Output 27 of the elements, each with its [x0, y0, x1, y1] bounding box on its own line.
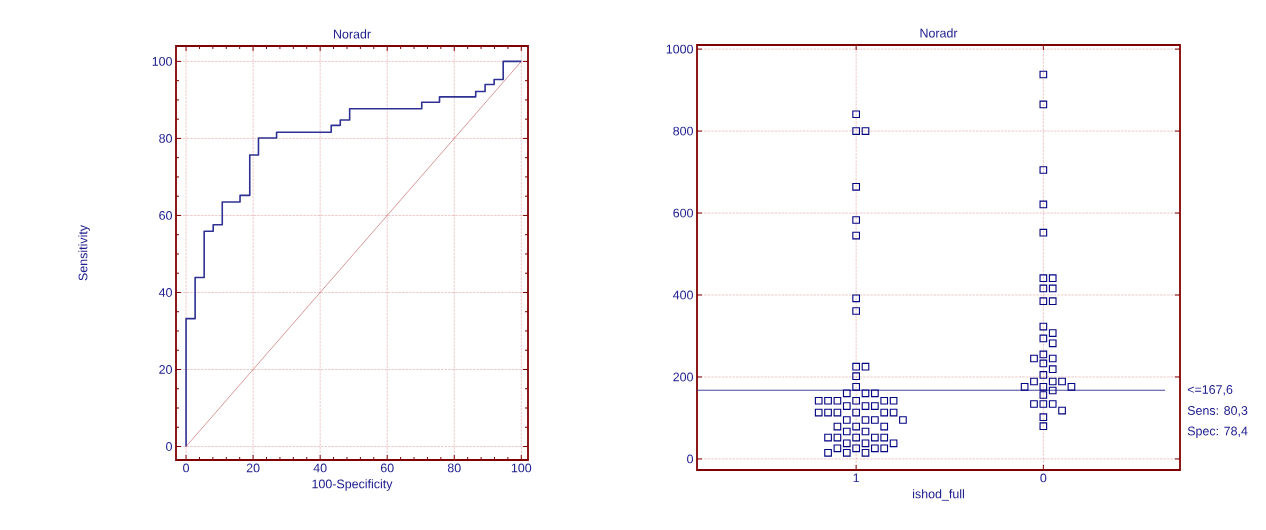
x-tick-label: 20: [246, 463, 260, 473]
y-tick-label: 100: [152, 57, 172, 66]
x-tick-label: 1: [853, 473, 859, 483]
y-tick-label: 20: [159, 365, 172, 374]
x-axis-title: 100-Specificity: [312, 479, 393, 491]
x-tick-label: 60: [380, 463, 394, 473]
x-tick-label: 40: [313, 463, 327, 473]
y-tick-label: 60: [159, 211, 172, 220]
x-tick-label: 80: [447, 463, 461, 473]
y-tick-label: 0: [687, 454, 693, 464]
y-tick-label: 80: [159, 134, 172, 143]
x-axis-title: ishod_full: [913, 489, 964, 501]
y-tick-label: 1000: [666, 44, 693, 54]
x-tick-label: 0: [183, 463, 190, 473]
ref-line-label: <=167,6: [1187, 385, 1233, 396]
y-tick-label: 40: [158, 288, 172, 297]
text: Sens: 80,3: [1187, 406, 1248, 417]
y-tick-label: 400: [672, 290, 693, 300]
y-tick-label: 200: [673, 372, 693, 382]
text: Spec: 78,4: [1187, 426, 1248, 438]
y-tick-label: 0: [166, 442, 172, 451]
x-tick-label: 100: [511, 463, 532, 473]
y-tick-label: 800: [673, 126, 693, 136]
y-axis-title: Sensitivity: [78, 225, 90, 281]
chart-title: Noradr: [333, 29, 371, 39]
y-tick-label: 600: [673, 208, 693, 218]
chart-title: Noradr: [920, 28, 958, 38]
